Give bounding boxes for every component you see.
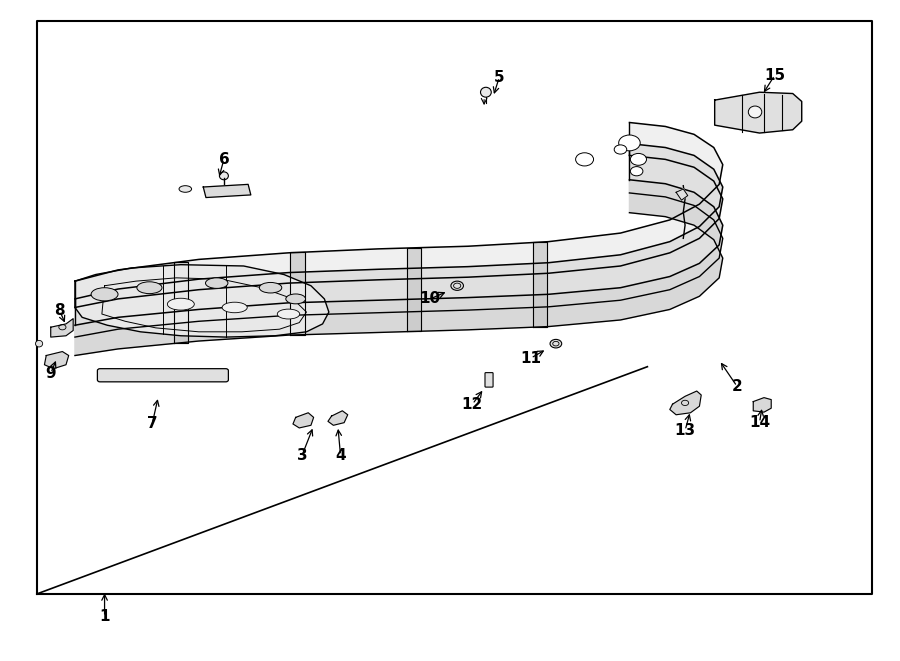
Polygon shape [753, 398, 771, 412]
Ellipse shape [286, 294, 305, 304]
Ellipse shape [179, 186, 192, 192]
FancyBboxPatch shape [97, 369, 229, 382]
Ellipse shape [550, 339, 562, 348]
Text: 9: 9 [45, 366, 56, 381]
Circle shape [630, 153, 646, 165]
Ellipse shape [220, 172, 229, 180]
Text: 12: 12 [462, 397, 483, 412]
Ellipse shape [137, 282, 162, 293]
Circle shape [614, 145, 626, 154]
Ellipse shape [277, 309, 300, 319]
Circle shape [576, 153, 594, 166]
Text: 5: 5 [494, 69, 505, 85]
Ellipse shape [35, 340, 42, 347]
Ellipse shape [481, 87, 491, 97]
Polygon shape [75, 264, 328, 337]
Polygon shape [75, 155, 723, 325]
Polygon shape [676, 189, 688, 200]
Ellipse shape [222, 302, 248, 313]
Polygon shape [44, 352, 68, 369]
Ellipse shape [259, 282, 282, 293]
Text: 6: 6 [219, 152, 230, 167]
Ellipse shape [91, 288, 118, 301]
Polygon shape [328, 410, 347, 425]
Polygon shape [533, 242, 547, 327]
Polygon shape [174, 262, 188, 343]
Text: 10: 10 [419, 292, 441, 307]
Text: 7: 7 [147, 416, 158, 432]
Polygon shape [293, 412, 313, 428]
Polygon shape [75, 143, 723, 337]
FancyBboxPatch shape [485, 373, 493, 387]
Text: 15: 15 [764, 67, 786, 83]
Ellipse shape [167, 298, 194, 310]
Polygon shape [291, 253, 304, 335]
Polygon shape [50, 319, 73, 337]
Circle shape [618, 135, 640, 151]
Ellipse shape [451, 281, 464, 290]
Text: 2: 2 [732, 379, 742, 394]
Text: 1: 1 [99, 609, 110, 625]
Ellipse shape [748, 106, 761, 118]
Polygon shape [203, 184, 251, 198]
Text: 4: 4 [335, 448, 346, 463]
Ellipse shape [205, 278, 228, 288]
Polygon shape [715, 93, 802, 133]
Polygon shape [75, 122, 723, 299]
Text: 14: 14 [749, 415, 770, 430]
Polygon shape [670, 391, 701, 414]
Text: 8: 8 [54, 303, 65, 318]
Polygon shape [75, 180, 723, 356]
Text: 13: 13 [674, 423, 696, 438]
Text: 11: 11 [520, 350, 541, 366]
Text: 3: 3 [297, 448, 307, 463]
Polygon shape [407, 248, 421, 331]
Circle shape [630, 167, 643, 176]
